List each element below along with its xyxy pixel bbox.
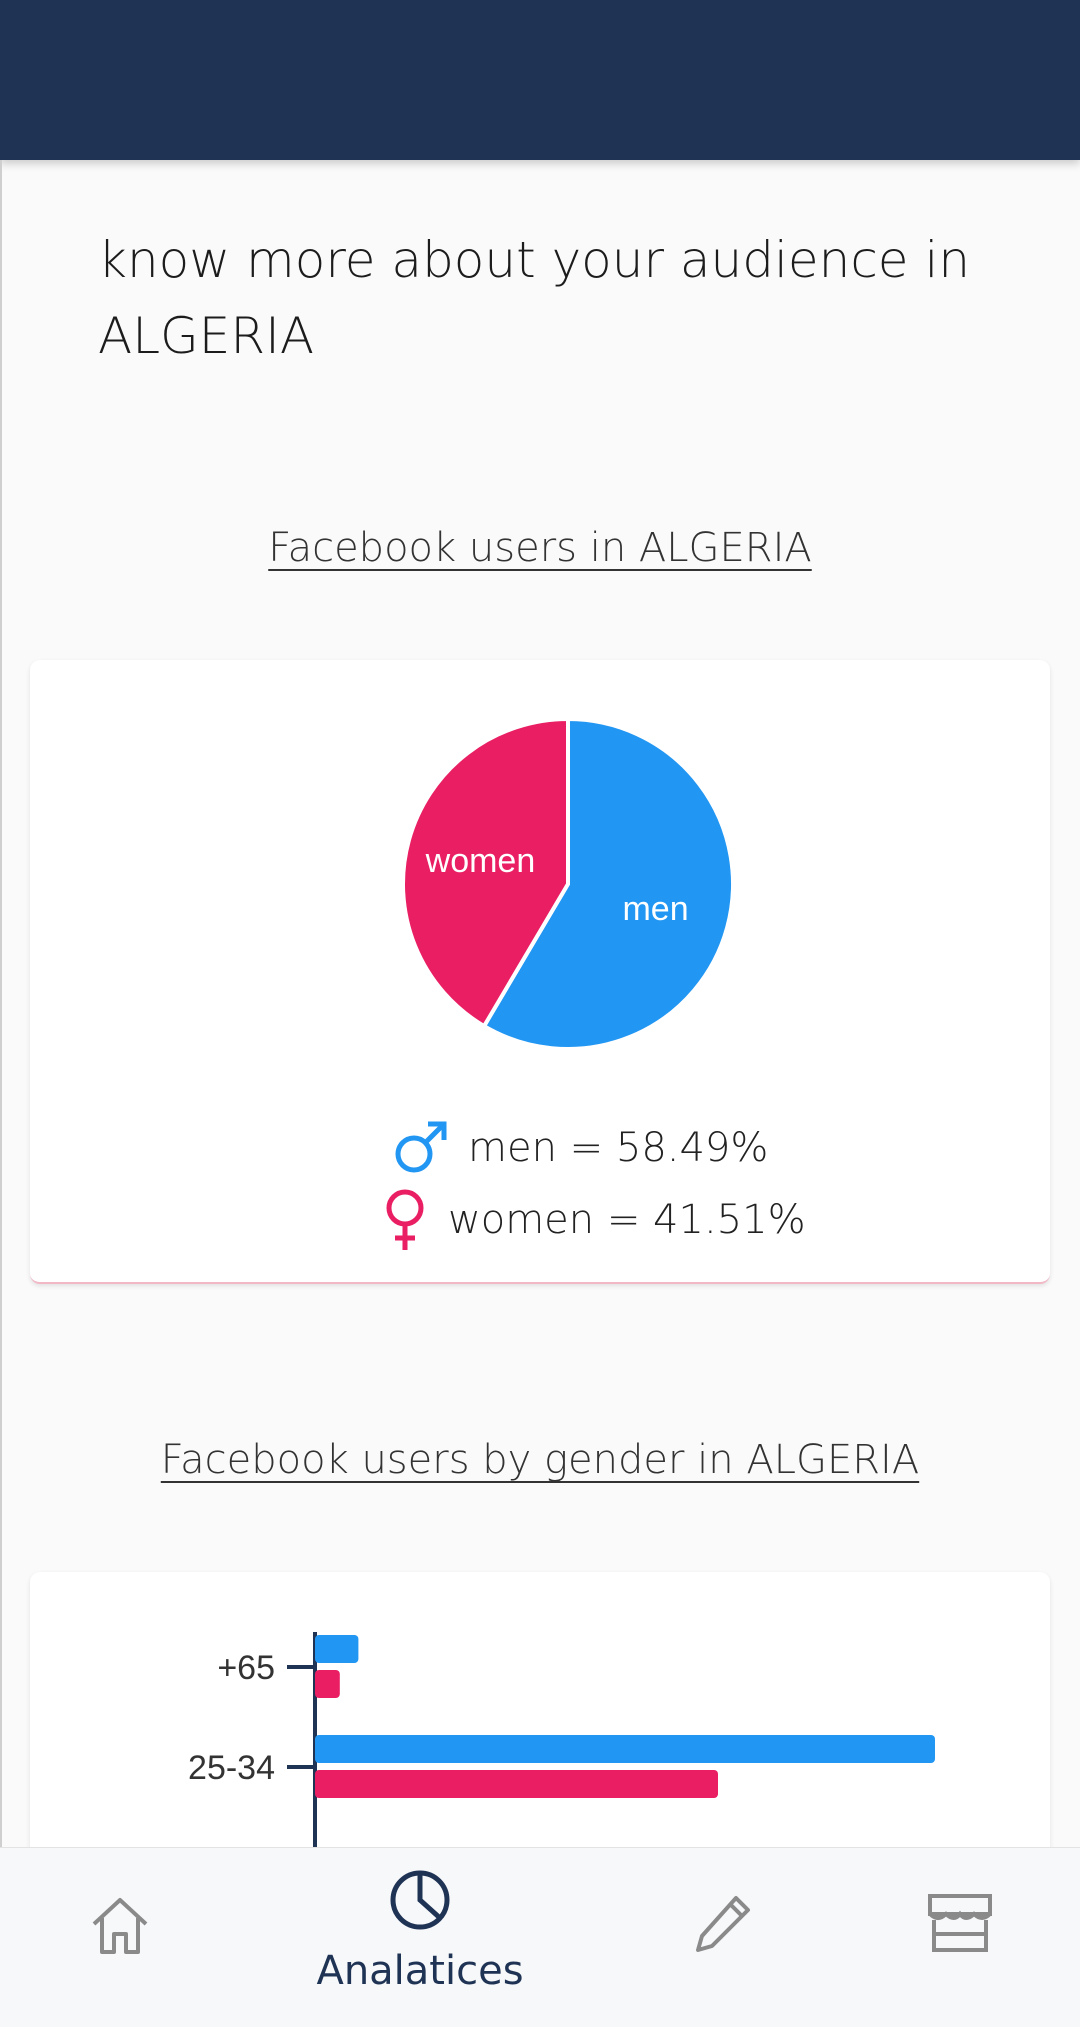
pie-label-men: men (622, 890, 688, 928)
bar-section-title: Facebook users by gender in ALGERIA (0, 1437, 1080, 1483)
legend-men-text: men = 58.49% (468, 1125, 769, 1171)
age-gender-bar-chart: +65 25-34 (188, 1632, 935, 1992)
bar-women-+65 (315, 1670, 340, 1698)
nav-active-label[interactable]: Analatices (316, 1948, 524, 1994)
bar-women-25-34 (315, 1770, 718, 1798)
male-icon (395, 1121, 447, 1173)
frame-border (0, 160, 2, 2026)
pie-slice-women (401, 716, 570, 1029)
bar-category-label: 25-34 (188, 1749, 275, 1787)
home-icon[interactable] (88, 1894, 152, 1958)
pie-chart-icon[interactable] (388, 1868, 452, 1932)
pie-section-title: Facebook users in ALGERIA (0, 525, 1080, 571)
legend-men: men = 58.49% (390, 1118, 768, 1178)
bar-category-label: +65 (217, 1649, 275, 1687)
bar-men-+65 (315, 1635, 359, 1663)
store-icon[interactable] (926, 1892, 994, 1956)
bottom-navigation (0, 1847, 1080, 2027)
gender-pie-chart: men women (401, 716, 735, 1051)
bar-section-title-text: Facebook users by gender in ALGERIA (160, 1437, 920, 1483)
pencil-icon[interactable] (690, 1892, 754, 1956)
app-header (0, 0, 1080, 160)
female-icon (386, 1189, 424, 1250)
page-heading: know more about your audience in ALGERIA (98, 231, 971, 365)
legend-women-text: women = 41.51% (448, 1197, 806, 1243)
pie-label-women: women (425, 842, 536, 880)
pie-section-title-text: Facebook users in ALGERIA (268, 525, 812, 571)
bar-men-25-34 (315, 1735, 935, 1763)
gender-pie-card: men women (30, 660, 1050, 1284)
legend-women: women = 41.51% (380, 1188, 806, 1252)
pie-slice-men (481, 716, 735, 1051)
